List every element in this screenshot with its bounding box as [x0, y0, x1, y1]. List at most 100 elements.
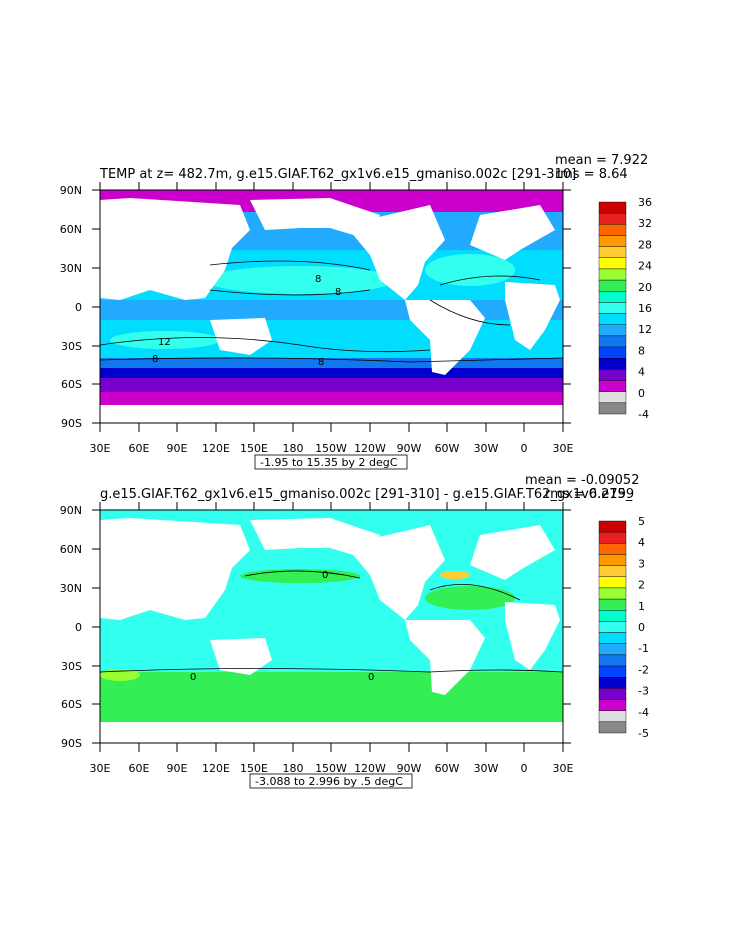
panel-1-spac-warm	[110, 331, 220, 349]
colorbar-label: 3	[638, 557, 645, 570]
panel-1-lat-label: 60N	[60, 223, 82, 236]
colorbar-label: 16	[638, 302, 652, 315]
panel-2-lon-label: 120E	[202, 762, 230, 775]
panel-2-lat-label: 60S	[61, 698, 82, 711]
panel-1-lat-label: 0	[75, 301, 82, 314]
colorbar-swatch	[598, 543, 627, 555]
colorbar-swatch	[598, 268, 627, 281]
colorbar-swatch	[598, 358, 627, 370]
colorbar-swatch	[598, 335, 627, 348]
panel-1: TEMP at z= 482.7m, g.e15.GIAF.T62_gx1v6.…	[60, 153, 652, 470]
colorbar-swatch	[598, 665, 627, 678]
colorbar-label: -1	[638, 642, 649, 655]
panel-1-contour-label: 8	[318, 357, 324, 368]
colorbar-swatch	[598, 598, 627, 611]
panel-1-lat-label: 30N	[60, 262, 82, 275]
panel-2-lat-label: 30S	[61, 660, 82, 673]
panel-1-colorbar: 36 32 28 24 20 16 12 8 4 0 -4	[598, 196, 652, 421]
panel-1-lat-label: 90S	[61, 417, 82, 430]
panel-1-lon-label: 30E	[90, 442, 111, 455]
panel-1-contour-label: 8	[152, 354, 158, 365]
panel-2-colorbar: 5 4 3 2 1 0 -1 -2 -3 -4 -5	[598, 515, 649, 740]
colorbar-swatch	[598, 610, 627, 622]
colorbar-label: 0	[638, 621, 645, 634]
panel-2-rms: rms = 0.2799	[545, 487, 634, 502]
colorbar-swatch	[598, 654, 627, 667]
colorbar-swatch	[598, 279, 627, 292]
panel-2-lon-label: 60E	[129, 762, 150, 775]
colorbar-swatch	[598, 565, 627, 577]
panel-2-ticks	[92, 502, 571, 752]
colorbar-swatch	[598, 632, 627, 644]
panel-2-contours	[100, 570, 563, 673]
panel-1-field-front	[100, 368, 563, 378]
panel-2-contour-label: 0	[322, 570, 328, 581]
colorbar-label: 8	[638, 344, 645, 357]
panel-1-lon-label: 120E	[202, 442, 230, 455]
colorbar-swatch	[598, 257, 627, 270]
colorbar-label: 20	[638, 281, 652, 294]
colorbar-swatch	[598, 313, 627, 325]
panel-1-lon-label: 120W	[354, 442, 386, 455]
panel-2-lon-label: 60W	[435, 762, 460, 775]
panel-1-ticks	[92, 182, 571, 432]
panel-1-contour-label: 8	[315, 274, 321, 285]
colorbar-swatch	[598, 587, 627, 600]
panel-1-map: 8 8 12 8 8	[99, 189, 564, 424]
panel-2-lat-label: 0	[75, 621, 82, 634]
colorbar-swatch	[598, 531, 627, 544]
panel-1-antarctica	[100, 405, 563, 423]
colorbar-swatch	[598, 554, 627, 566]
colorbar-label: -4	[638, 408, 649, 421]
colorbar-label: 32	[638, 217, 652, 230]
panel-1-range-note: -1.95 to 15.35 by 2 degC	[254, 454, 408, 470]
panel-1-lon-label: 0	[521, 442, 528, 455]
colorbar-swatch	[598, 246, 627, 258]
panel-2-field-southern	[100, 672, 563, 722]
panel-1-lon-label: 60W	[435, 442, 460, 455]
panel-1-lon-label: 150W	[315, 442, 347, 455]
panel-1-land	[100, 198, 560, 375]
colorbar-swatch	[598, 212, 627, 225]
colorbar-swatch	[598, 520, 627, 533]
panel-2-lat-axis: 90N 60N 30N 0 30S 60S 90S	[60, 504, 82, 750]
panel-1-contours	[100, 260, 563, 363]
colorbar-label: 1	[638, 600, 645, 613]
panel-1-contour-label: 8	[335, 287, 341, 298]
colorbar-label: 4	[638, 536, 645, 549]
panel-1-npac-warm	[205, 266, 395, 294]
panel-2-lon-label: 90E	[167, 762, 188, 775]
panel-1-rms: rms = 8.64	[555, 167, 628, 182]
panel-1-natl-warm	[425, 254, 515, 286]
panel-2-antarctica	[100, 722, 563, 743]
colorbar-swatch	[598, 688, 627, 700]
colorbar-label: 2	[638, 579, 645, 592]
panel-1-lon-label: 180	[283, 442, 304, 455]
colorbar-swatch	[598, 291, 627, 303]
colorbar-swatch	[598, 621, 627, 633]
panel-2-lon-label: 30E	[90, 762, 111, 775]
colorbar-label: 12	[638, 323, 652, 336]
colorbar-swatch	[598, 380, 627, 392]
panel-2-mean: mean = -0.09052	[525, 473, 639, 488]
colorbar-label: 36	[638, 196, 652, 209]
panel-2-field-sw-pos	[100, 669, 140, 681]
panel-2-contour-label: 0	[368, 672, 374, 683]
panel-2-land	[100, 518, 560, 695]
colorbar-swatch	[598, 710, 627, 723]
panel-2-range-text: -3.088 to 2.996 by .5 degC	[255, 775, 403, 788]
panel-1-lat-label: 30S	[61, 340, 82, 353]
panel-1-title: TEMP at z= 482.7m, g.e15.GIAF.T62_gx1v6.…	[99, 167, 576, 182]
colorbar-label: 4	[638, 366, 645, 379]
colorbar-label: 28	[638, 238, 652, 251]
panel-1-lat-axis: 90N 60N 30N 0 30S 60S 90S	[60, 184, 82, 430]
panel-2-contour-label: 0	[190, 672, 196, 683]
colorbar-swatch	[598, 324, 627, 337]
panel-2-lon-label: 150W	[315, 762, 347, 775]
panel-2-lon-label: 120W	[354, 762, 386, 775]
panel-1-lat-label: 90N	[60, 184, 82, 197]
panel-2-lon-axis: 30E 60E 90E 120E 150E 180 150W 120W 90W …	[90, 762, 574, 775]
panel-1-lon-label: 60E	[129, 442, 150, 455]
panel-2-map: 0 0 0	[99, 509, 564, 744]
